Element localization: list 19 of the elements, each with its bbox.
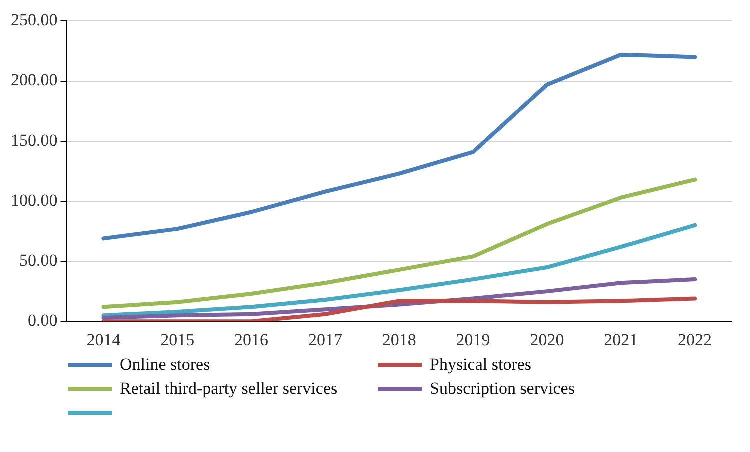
y-tick-label: 150.00 (11, 130, 58, 150)
legend-label: Retail third-party seller services (120, 379, 338, 399)
x-tick-label: 2017 (308, 330, 343, 350)
x-tick-label: 2015 (160, 330, 195, 350)
y-tick-label: 50.00 (20, 250, 58, 270)
y-tick-label: 250.00 (11, 10, 58, 30)
x-tick-label: 2019 (456, 330, 490, 350)
x-tick-label: 2021 (604, 330, 638, 350)
x-tick-label: 2022 (678, 330, 712, 350)
legend-label: Subscription services (430, 379, 575, 399)
x-tick-label: 2020 (530, 330, 564, 350)
x-tick-label: 2014 (86, 330, 122, 350)
y-tick-label: 100.00 (11, 190, 58, 210)
legend-label: Online stores (120, 355, 210, 375)
x-tick-label: 2016 (234, 330, 269, 350)
y-tick-label: 200.00 (11, 70, 58, 90)
legend-label: Physical stores (430, 355, 532, 375)
x-tick-label: 2018 (382, 330, 416, 350)
y-tick-label: 0.00 (28, 311, 58, 330)
